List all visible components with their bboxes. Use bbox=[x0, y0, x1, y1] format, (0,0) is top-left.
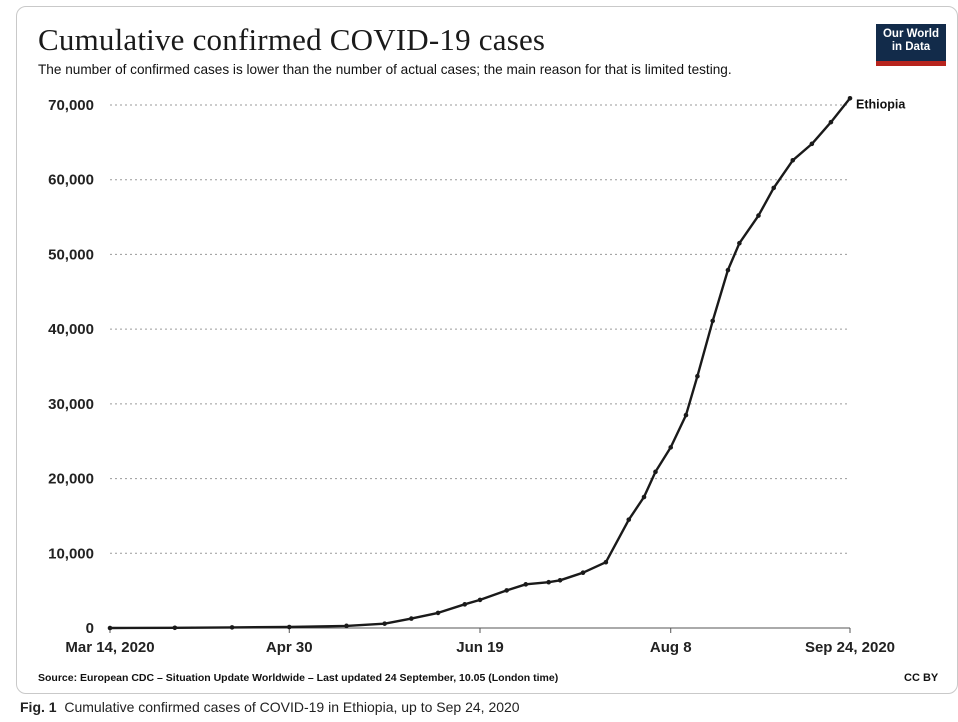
data-point bbox=[847, 95, 853, 101]
data-point bbox=[668, 445, 674, 450]
x-tick-label: Sep 24, 2020 bbox=[805, 639, 895, 656]
y-tick-label: 30,000 bbox=[48, 396, 94, 413]
data-point bbox=[683, 412, 689, 418]
series-label-ethiopia: Ethiopia bbox=[856, 97, 906, 111]
chart-subtitle: The number of confirmed cases is lower t… bbox=[38, 62, 732, 77]
data-point bbox=[107, 625, 113, 631]
chart-frame bbox=[16, 6, 958, 694]
y-tick-label: 40,000 bbox=[48, 321, 94, 338]
data-point bbox=[580, 570, 586, 575]
y-tick-label: 10,000 bbox=[48, 545, 94, 562]
figure-label: Fig. 1 bbox=[20, 699, 57, 715]
y-axis-ticks: 0 10,000 20,000 30,000 40,000 50,000 60,000 70,… bbox=[48, 97, 94, 637]
data-point bbox=[504, 588, 510, 593]
data-point bbox=[477, 597, 483, 603]
gridlines bbox=[110, 104, 850, 554]
data-point bbox=[641, 494, 647, 500]
data-point bbox=[828, 119, 834, 125]
data-point bbox=[546, 579, 551, 585]
owid-logo[interactable]: Our World in Data bbox=[876, 24, 946, 66]
series-line-ethiopia[interactable] bbox=[109, 97, 851, 630]
data-point bbox=[771, 185, 777, 191]
data-point bbox=[710, 318, 715, 324]
y-tick-label: 70,000 bbox=[48, 97, 94, 114]
series-markers bbox=[107, 95, 853, 631]
data-point bbox=[756, 213, 761, 218]
data-point bbox=[344, 623, 349, 629]
data-point bbox=[809, 141, 815, 147]
data-point bbox=[382, 621, 387, 626]
data-point bbox=[229, 625, 235, 630]
source-note: Source: European CDC – Situation Update … bbox=[38, 672, 559, 684]
data-point bbox=[462, 602, 468, 607]
data-point bbox=[523, 582, 529, 587]
data-point bbox=[409, 616, 414, 621]
y-tick-label: 20,000 bbox=[48, 471, 94, 488]
data-point bbox=[695, 373, 700, 379]
logo-line-2: in Data bbox=[891, 41, 931, 53]
x-tick-label: Mar 14, 2020 bbox=[65, 639, 154, 656]
logo-line-1: Our World bbox=[882, 28, 939, 40]
y-tick-label: 50,000 bbox=[48, 246, 94, 263]
data-point bbox=[557, 577, 563, 583]
data-point bbox=[725, 267, 731, 273]
x-axis-ticks: Mar 14, 2020 Apr 30 Jun 19 Aug 8 Sep 24, 202… bbox=[65, 628, 895, 656]
x-tick-label: Aug 8 bbox=[650, 639, 692, 656]
y-tick-label: 0 bbox=[86, 620, 94, 637]
figure-caption: Fig. 1 Cumulative confirmed cases of COV… bbox=[20, 699, 520, 715]
data-point bbox=[626, 517, 632, 522]
license-link[interactable]: CC BY bbox=[904, 672, 939, 684]
data-point bbox=[603, 559, 609, 565]
figure-caption-text: Cumulative confirmed cases of COVID-19 i… bbox=[64, 699, 520, 715]
data-point bbox=[737, 240, 742, 246]
data-point bbox=[653, 469, 658, 475]
data-point bbox=[790, 157, 796, 163]
chart-title: Cumulative confirmed COVID-19 cases bbox=[38, 22, 546, 57]
x-tick-label: Apr 30 bbox=[266, 639, 313, 656]
x-tick-label: Jun 19 bbox=[456, 639, 504, 656]
y-tick-label: 60,000 bbox=[48, 172, 94, 189]
data-point bbox=[286, 624, 292, 630]
data-point bbox=[435, 610, 441, 616]
data-point bbox=[172, 625, 178, 631]
